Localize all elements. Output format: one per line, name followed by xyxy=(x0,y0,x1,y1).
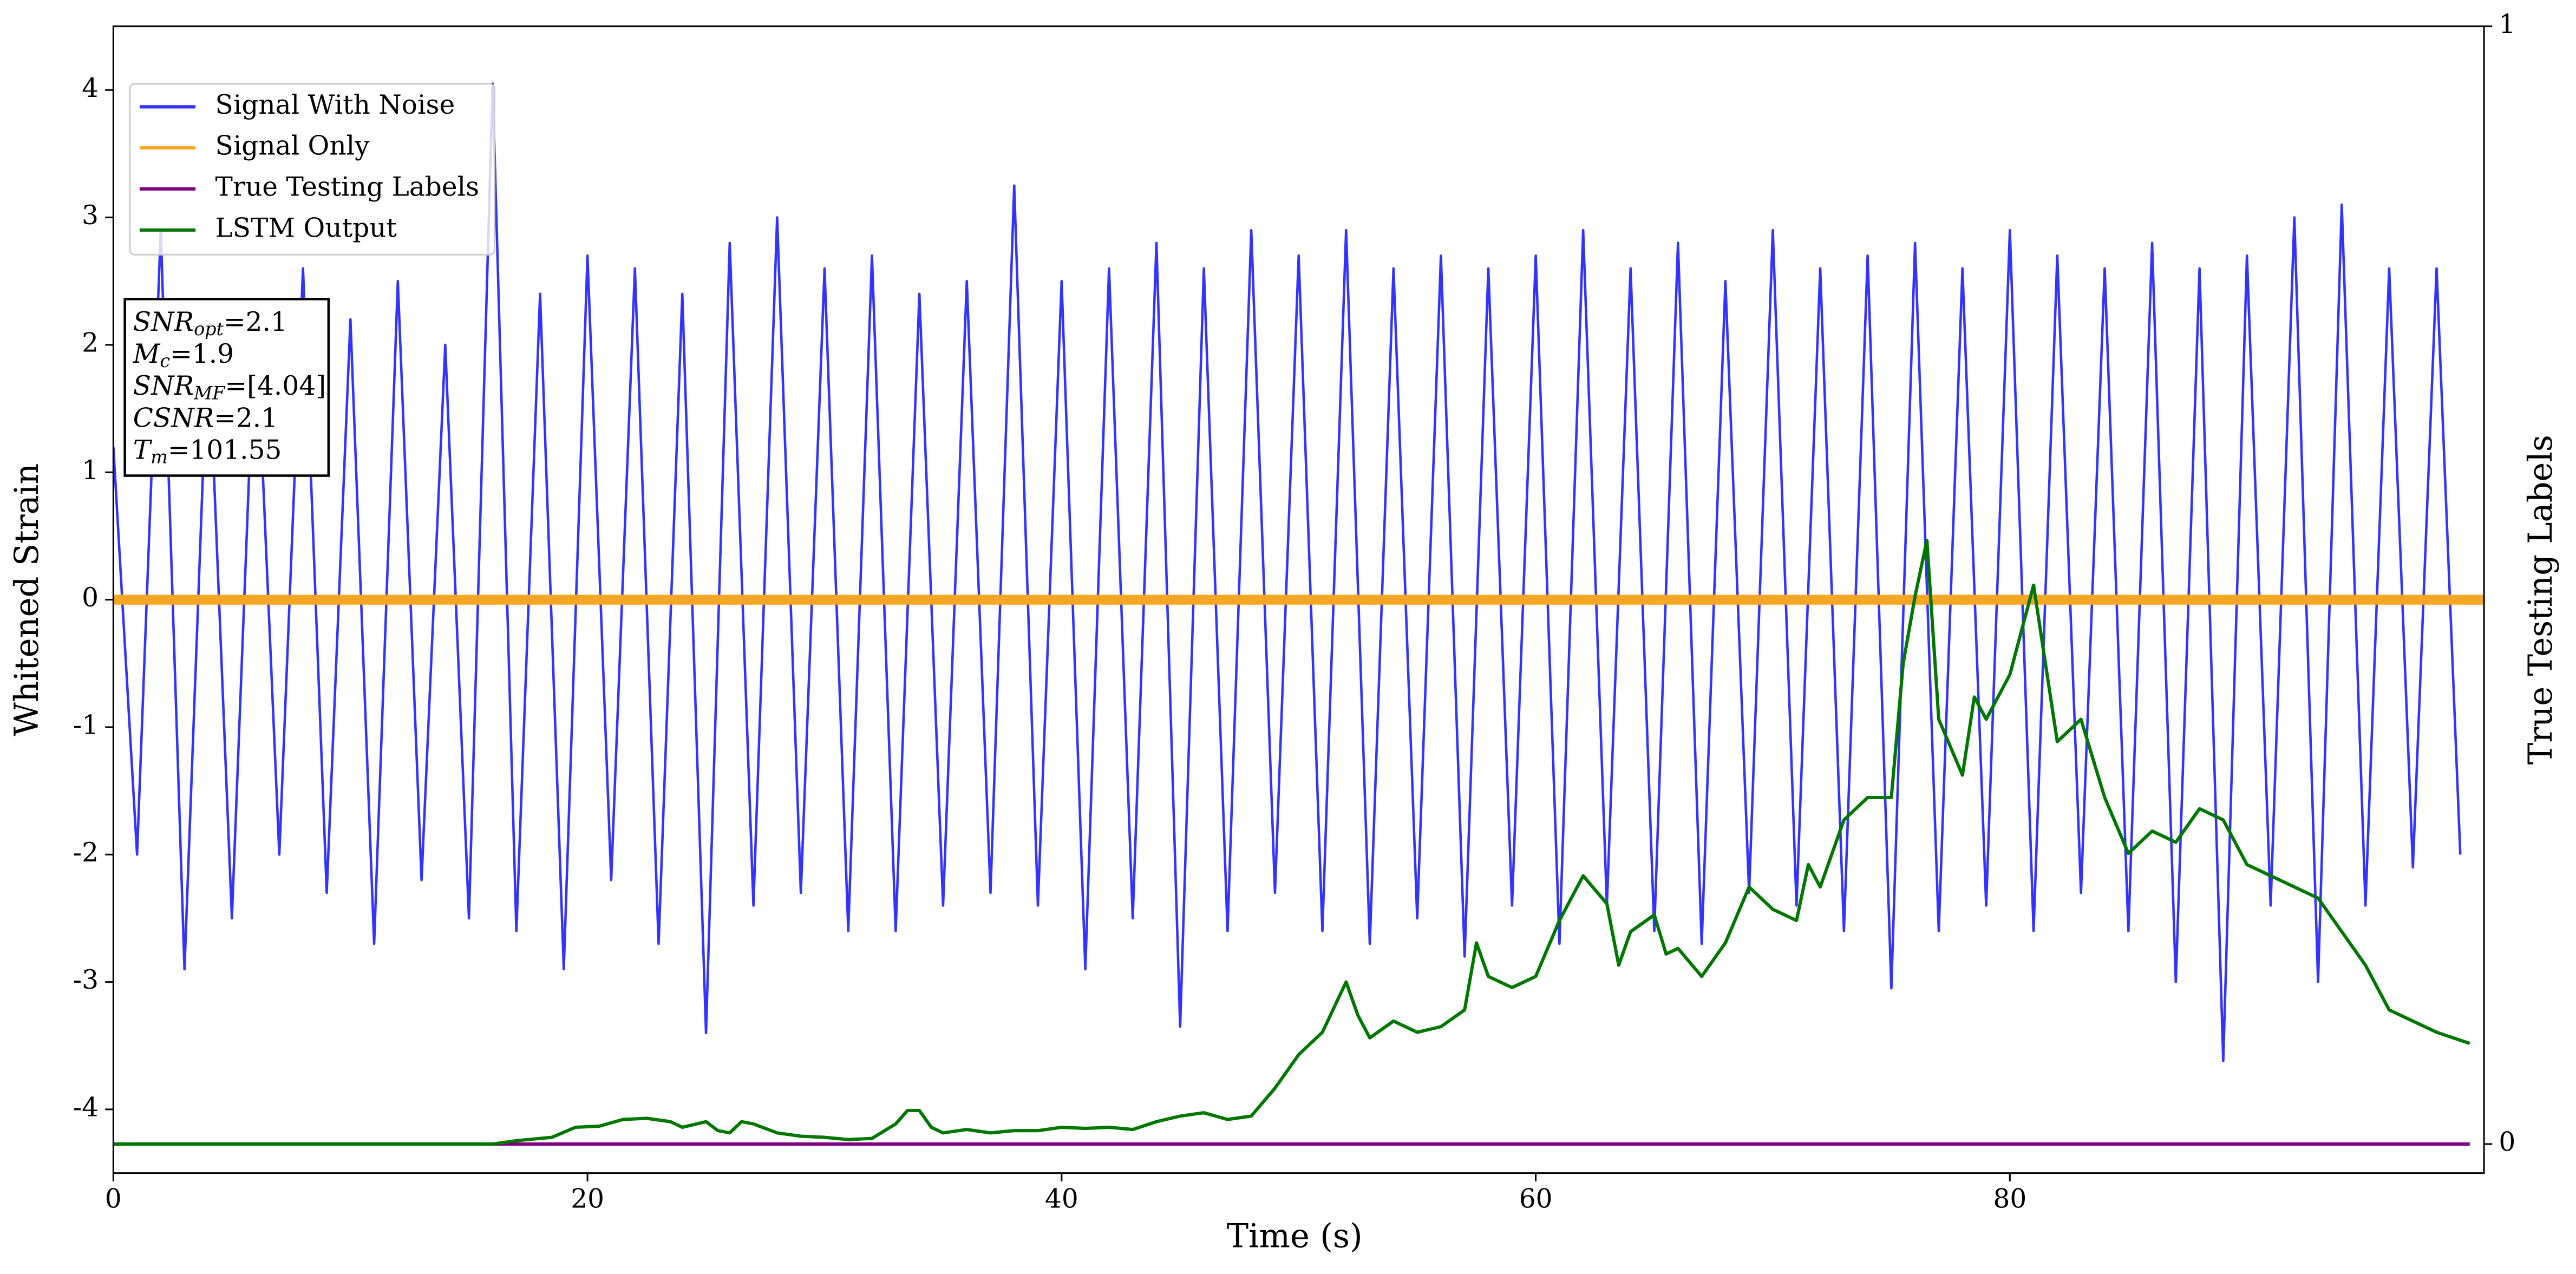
annotation-rest: =2.1 xyxy=(214,403,278,433)
legend-label: Signal Only xyxy=(215,131,370,161)
annotation-rest: =101.55 xyxy=(168,435,282,465)
y2-tick-label: 1 xyxy=(2499,9,2515,40)
y-tick-label: 1 xyxy=(82,455,99,486)
annotation-sub: MF xyxy=(193,382,226,403)
legend-label: LSTM Output xyxy=(215,213,397,243)
annotation-sub: opt xyxy=(194,318,224,339)
annotation-sub: c xyxy=(160,350,171,371)
legend-label: True Testing Labels xyxy=(215,172,480,202)
y-tick-label: -1 xyxy=(73,710,99,740)
y-tick-label: 2 xyxy=(82,328,99,358)
annotation-main: SNR xyxy=(133,371,194,401)
y2-tick-label: 0 xyxy=(2499,1127,2515,1157)
annotation-rest: =[4.04] xyxy=(225,371,326,401)
y2-axis-label: True Testing Labels xyxy=(2522,435,2560,765)
annotation-main: CSNR xyxy=(133,403,214,433)
annotation: CSNR=2.1 xyxy=(133,403,278,433)
x-tick-label: 20 xyxy=(571,1184,604,1214)
annotation-frame xyxy=(123,298,330,477)
annotation-main: T xyxy=(133,435,153,465)
x-tick-label: 0 xyxy=(105,1184,122,1214)
annotation-main: M xyxy=(133,339,161,369)
y-axis-label: Whitened Strain xyxy=(8,463,46,736)
annotation: SNRopt=2.1 xyxy=(133,306,287,339)
legend-box xyxy=(129,83,495,256)
annotation-rest: =2.1 xyxy=(224,306,287,337)
legend-label: Signal With Noise xyxy=(215,90,455,120)
x-tick-label: 40 xyxy=(1045,1184,1078,1214)
series-line xyxy=(113,539,2470,1146)
x-axis-label: Time (s) xyxy=(1227,1218,1363,1256)
y-tick-label: -3 xyxy=(73,965,99,995)
y-tick-label: -4 xyxy=(73,1092,99,1122)
y-tick-label: -2 xyxy=(73,838,99,868)
x-tick-label: 60 xyxy=(1519,1184,1553,1214)
plot-area xyxy=(113,82,2485,1146)
annotation-main: SNR xyxy=(133,306,194,337)
series-line xyxy=(113,82,2462,1062)
x-tick-label: 80 xyxy=(1993,1184,2026,1214)
annotation: Tm=101.55 xyxy=(133,435,282,468)
annotation-sub: m xyxy=(151,447,168,468)
legend: Signal With Noise Signal Only True Testing… xyxy=(129,83,495,256)
y-tick-label: 4 xyxy=(82,73,99,103)
annotation: Mc=1.9 xyxy=(133,339,234,372)
annotation-box: SNRopt=2.1Mc=1.9SNRMF=[4.04]CSNR=2.1Tm=1… xyxy=(123,298,330,477)
annotation: SNRMF=[4.04] xyxy=(133,371,326,404)
y-tick-label: 3 xyxy=(82,200,99,231)
annotation-rest: =1.9 xyxy=(170,339,234,369)
y-tick-label: 0 xyxy=(82,583,99,613)
